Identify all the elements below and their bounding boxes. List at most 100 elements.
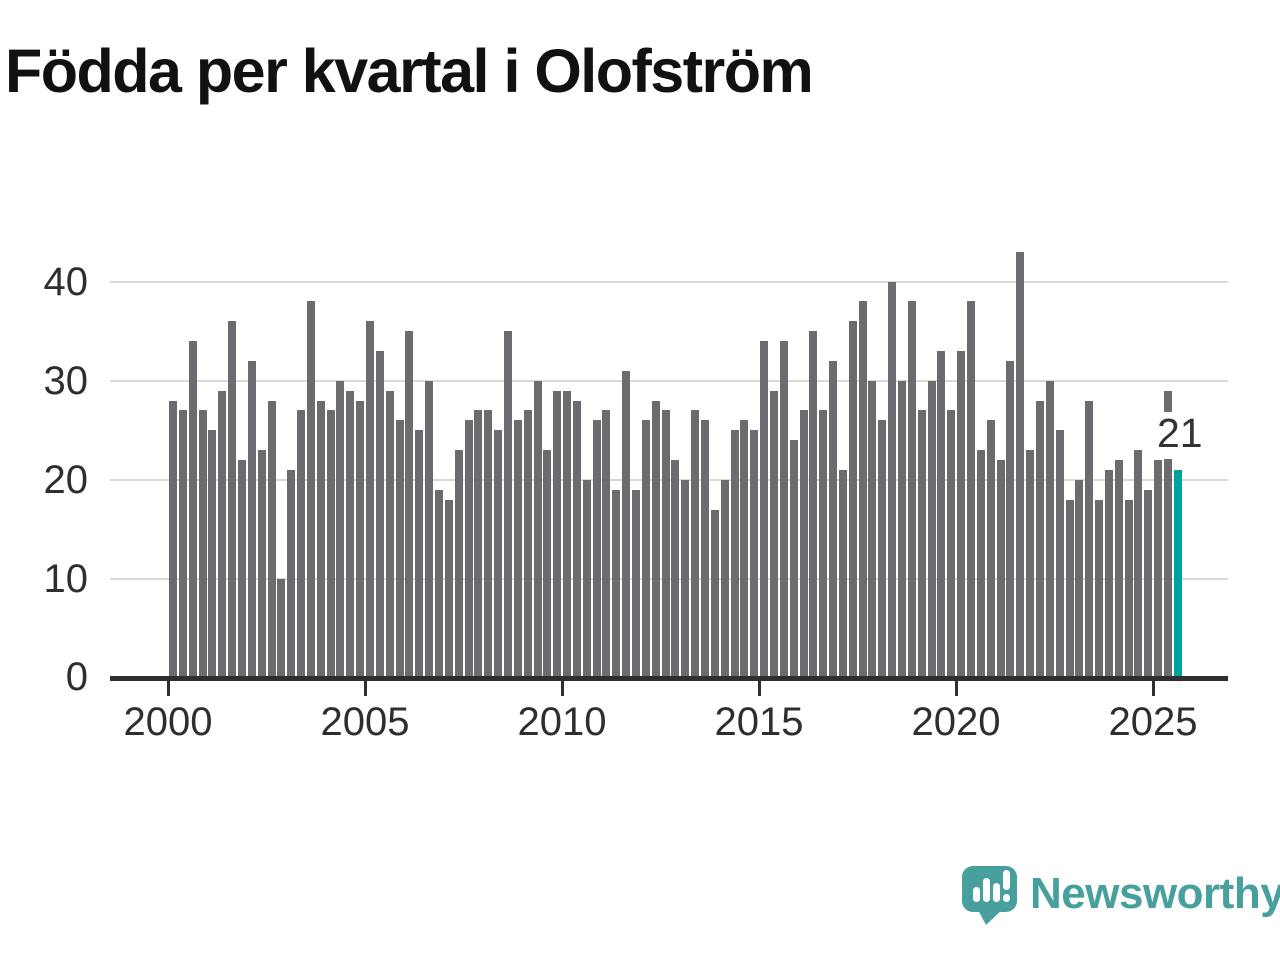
- bar: [1144, 490, 1152, 677]
- bar: [997, 460, 1005, 677]
- bar: [1105, 470, 1113, 677]
- x-axis-line: [110, 676, 1228, 681]
- x-axis-tick: [955, 679, 958, 696]
- bar: [396, 420, 404, 677]
- bar: [563, 391, 571, 677]
- bar: [376, 351, 384, 677]
- bar: [514, 420, 522, 677]
- bar: [287, 470, 295, 677]
- bar: [366, 321, 374, 677]
- bar: [602, 410, 610, 677]
- x-axis-tick: [1152, 679, 1155, 696]
- bar: [977, 450, 985, 677]
- x-axis-tick: [561, 679, 564, 696]
- bar: [553, 391, 561, 677]
- bar: [652, 401, 660, 677]
- gridline: [110, 380, 1228, 382]
- bar: [238, 460, 246, 677]
- bar: [543, 450, 551, 677]
- highlighted-bar: [1174, 470, 1182, 677]
- bar: [1125, 500, 1133, 677]
- bar: [277, 579, 285, 677]
- bar: [1095, 500, 1103, 677]
- bar: [504, 331, 512, 677]
- bar: [465, 420, 473, 677]
- bar: [435, 490, 443, 677]
- bar: [189, 341, 197, 677]
- bar: [770, 391, 778, 677]
- bar: [701, 420, 709, 677]
- bar: [1026, 450, 1034, 677]
- bar: [1056, 430, 1064, 677]
- bar: [947, 410, 955, 677]
- gridline: [110, 281, 1228, 283]
- bar: [642, 420, 650, 677]
- bar: [721, 480, 729, 677]
- bar: [800, 410, 808, 677]
- bar: [317, 401, 325, 677]
- bar: [327, 410, 335, 677]
- bar: [524, 410, 532, 677]
- bar: [179, 410, 187, 677]
- bar: [967, 301, 975, 677]
- bar: [415, 430, 423, 677]
- bar: [937, 351, 945, 677]
- bar: [612, 490, 620, 677]
- y-axis-label: 10: [43, 557, 89, 601]
- bar: [859, 301, 867, 677]
- bar: [297, 410, 305, 677]
- bar: [760, 341, 768, 677]
- bar: [908, 301, 916, 677]
- x-axis-label: 2025: [1108, 700, 1198, 744]
- newsworthy-logo-text: Newsworthy: [1030, 869, 1280, 918]
- bar: [1006, 361, 1014, 677]
- bar: [1075, 480, 1083, 677]
- bar: [681, 480, 689, 677]
- bar: [593, 420, 601, 677]
- bar: [534, 381, 542, 677]
- y-axis-label: 0: [65, 655, 88, 699]
- bar: [809, 331, 817, 677]
- bar: [888, 282, 896, 677]
- y-axis-label: 40: [43, 260, 89, 304]
- bar: [1154, 460, 1162, 677]
- newsworthy-logo: Newsworthy: [960, 858, 1280, 933]
- bar: [671, 460, 679, 677]
- bar: [839, 470, 847, 677]
- x-axis-tick: [758, 679, 761, 696]
- bar: [494, 430, 502, 677]
- x-axis-label: 2005: [320, 700, 410, 744]
- callout-value: 21: [1157, 410, 1203, 456]
- x-axis-label: 2010: [517, 700, 607, 744]
- bar: [662, 410, 670, 677]
- chart-title: Födda per kvartal i Olofström: [5, 37, 814, 105]
- chart-bubble-icon: [962, 866, 1017, 925]
- bar: [790, 440, 798, 677]
- bar: [987, 420, 995, 677]
- bar: [484, 410, 492, 677]
- bar: [208, 430, 216, 677]
- bar: [898, 381, 906, 677]
- bar: [248, 361, 256, 677]
- bar: [1115, 460, 1123, 677]
- bar: [731, 430, 739, 677]
- bar: [386, 391, 394, 677]
- bar: [1164, 391, 1172, 677]
- x-axis-tick: [167, 679, 170, 696]
- y-axis-label: 20: [43, 458, 89, 502]
- bar: [455, 450, 463, 677]
- bar: [691, 410, 699, 677]
- bar: [1085, 401, 1093, 677]
- bar: [1016, 252, 1024, 677]
- bar: [1134, 450, 1142, 677]
- bar: [957, 351, 965, 677]
- bar: [849, 321, 857, 677]
- bar: [169, 401, 177, 677]
- bar: [573, 401, 581, 677]
- bar: [711, 510, 719, 677]
- x-axis-label: 2015: [714, 700, 804, 744]
- bar: [336, 381, 344, 677]
- bar: [632, 490, 640, 677]
- bar: [878, 420, 886, 677]
